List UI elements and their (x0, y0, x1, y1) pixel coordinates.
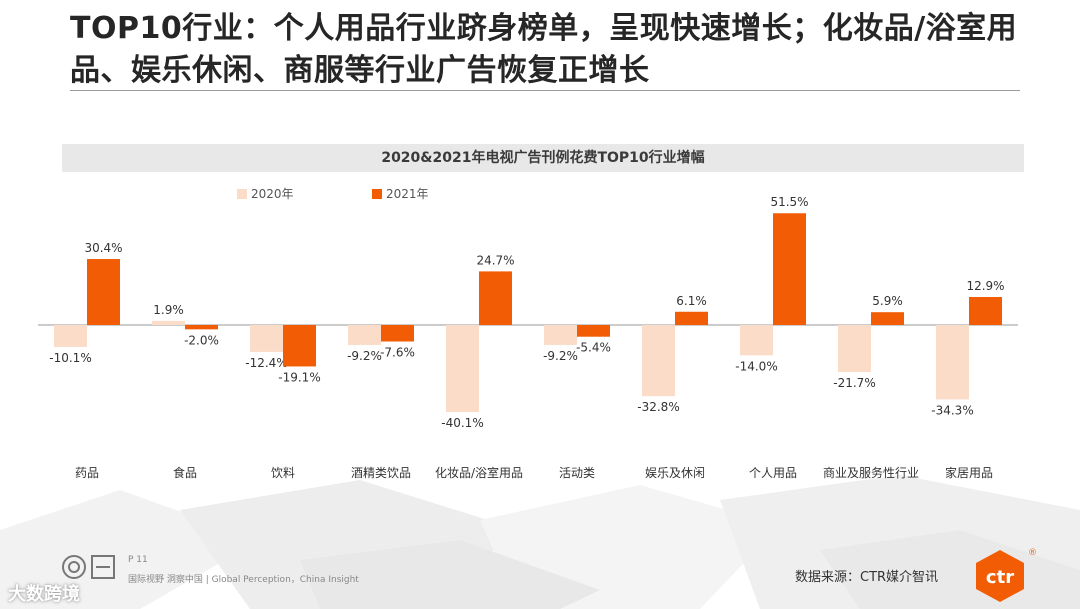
category-label: 食品 (173, 465, 197, 480)
legend-label: 2020年 (251, 187, 294, 201)
svg-text:ctr: ctr (986, 567, 1014, 588)
data-label: 1.9% (153, 303, 184, 317)
bar-2020 (544, 325, 577, 345)
data-label: -32.8% (637, 400, 679, 414)
data-label: -10.1% (49, 351, 91, 365)
bar-2021 (773, 213, 806, 325)
category-label: 酒精类饮品 (351, 466, 411, 480)
bar-2020 (250, 325, 283, 352)
data-label: -19.1% (278, 370, 320, 384)
data-source: 数据来源：CTR媒介智讯 (795, 570, 939, 585)
category-label: 个人用品 (749, 466, 797, 480)
slide-title: TOP10行业：个人用品行业跻身榜单，呈现快速增长；化妆品/浴室用品、娱乐休闲、… (70, 11, 1018, 88)
data-label: -34.3% (931, 403, 973, 417)
data-label: 24.7% (476, 253, 514, 267)
data-label: 51.5% (770, 195, 808, 209)
category-label: 饮料 (271, 466, 295, 480)
data-label: -14.0% (735, 359, 777, 373)
bar-2020 (838, 325, 871, 373)
legend-swatch (372, 189, 382, 199)
data-label: -5.4% (576, 341, 611, 355)
data-label: 6.1% (676, 294, 707, 308)
bar-2020 (54, 325, 87, 347)
category-label: 药品 (75, 466, 99, 480)
bar-2021 (381, 325, 414, 342)
footer-slogan: 国际视野 洞察中国 | Global Perception，China Insi… (128, 575, 359, 585)
data-label: -9.2% (543, 349, 578, 363)
bar-2020 (348, 325, 381, 345)
bar-chart: 2020年 2021年 -10.1% 30.4% 药品 1.9% -2.0% 食品 -12.4%… (38, 187, 1018, 480)
legend-label: 2021年 (386, 187, 429, 201)
chart-title: 2020&2021年电视广告刊例花费TOP10行业增幅 (62, 144, 1024, 172)
data-label: -40.1% (441, 416, 483, 430)
data-label: -2.0% (184, 333, 219, 347)
bar-2021 (479, 271, 512, 325)
data-label: -12.4% (245, 356, 287, 370)
data-label: -21.7% (833, 376, 875, 390)
ctr-logo-icon: ctr (976, 550, 1024, 602)
title-divider (70, 90, 1020, 91)
bar-2021 (577, 325, 610, 337)
category-label: 家居用品 (945, 465, 993, 480)
bar-2020 (936, 325, 969, 400)
data-label: -7.6% (380, 345, 415, 359)
bar-2020 (152, 320, 185, 325)
watermark: 大数跨境 (8, 584, 80, 605)
data-label: 30.4% (84, 241, 122, 255)
bar-2021 (185, 325, 218, 330)
bar-2020 (740, 325, 773, 356)
bar-2021 (283, 325, 316, 367)
page-number: P 11 (128, 555, 148, 565)
registered-icon: ® (1028, 548, 1037, 558)
legend-swatch (237, 189, 247, 199)
bar-2021 (969, 297, 1002, 325)
category-label: 活动类 (559, 466, 595, 480)
data-label: 12.9% (966, 279, 1004, 293)
bar-2021 (871, 312, 904, 325)
bar-2021 (87, 259, 120, 325)
data-label: 5.9% (872, 294, 903, 308)
bar-2021 (675, 311, 708, 325)
data-label: -9.2% (347, 349, 382, 363)
bar-2020 (642, 325, 675, 397)
bar-2020 (446, 325, 479, 413)
category-label: 化妆品/浴室用品 (435, 465, 523, 480)
category-label: 娱乐及休闲 (645, 466, 705, 480)
certification-logos (62, 555, 115, 579)
category-label: 商业及服务性行业 (823, 465, 919, 480)
